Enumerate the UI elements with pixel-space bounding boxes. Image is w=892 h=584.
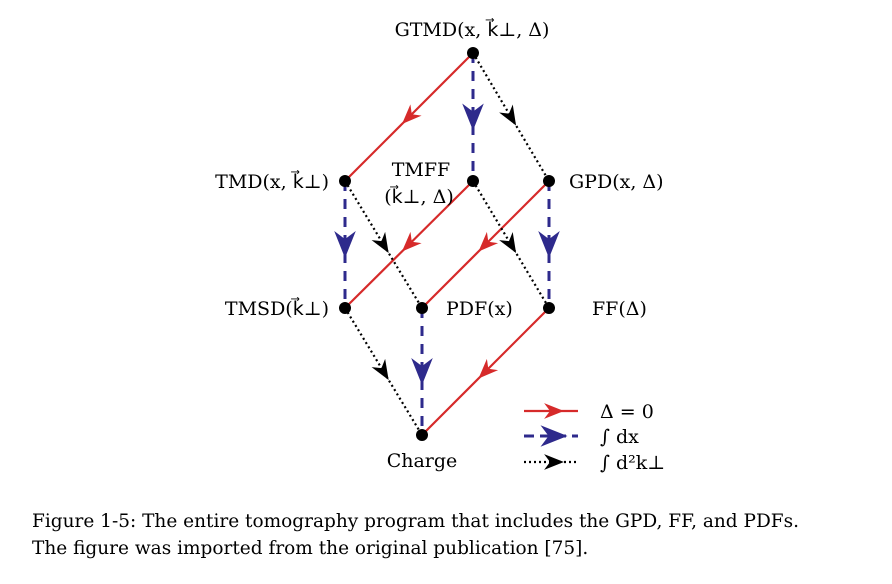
legend-label-integral-d2k: ∫ d²k⊥: [600, 452, 665, 474]
legend-label-integral-dx: ∫ dx: [600, 426, 639, 448]
node-tmsd: [339, 302, 351, 314]
figure-caption: Figure 1-5: The entire tomography progra…: [32, 508, 872, 562]
label-ff: FF(Δ): [592, 298, 647, 320]
label-pdf: PDF(x): [446, 298, 513, 320]
edge-tmsd-charge: [344, 307, 423, 436]
legend-label-delta-zero: Δ = 0: [600, 401, 654, 423]
label-gpd: GPD(x, Δ): [569, 171, 664, 193]
edge-gpd-pdf: [421, 180, 550, 309]
label-charge: Charge: [387, 450, 458, 472]
node-pdf: [416, 302, 428, 314]
integral-dx-edges: [334, 53, 560, 435]
edge-gtmd-gpd: [472, 52, 550, 182]
tomography-diagram: GTMD(x, k⃗⊥, Δ) TMD(x, k⃗⊥) TMFF (k⃗⊥, Δ…: [215, 18, 665, 474]
node-tmd: [339, 175, 351, 187]
legend-item-integral-dx: ∫ dx: [524, 425, 639, 448]
caption-line-2: The figure was imported from the origina…: [32, 538, 589, 559]
label-gtmd: GTMD(x, k⃗⊥, Δ): [395, 18, 550, 41]
node-tmff: [467, 175, 479, 187]
legend: Δ = 0 ∫ dx ∫ d²k⊥: [524, 401, 665, 474]
label-tmsd: TMSD(k⃗⊥): [225, 297, 329, 320]
integral-d2k-edges: [344, 52, 550, 436]
node-ff: [543, 302, 555, 314]
node-gtmd: [467, 47, 479, 59]
label-tmd: TMD(x, k⃗⊥): [215, 170, 329, 193]
edge-tmff-tmsd: [344, 180, 474, 309]
legend-item-integral-d2k: ∫ d²k⊥: [524, 452, 665, 474]
nodes: [339, 47, 555, 441]
legend-item-delta-zero: Δ = 0: [524, 401, 654, 423]
edge-ff-charge: [421, 307, 550, 436]
label-tmff-line1: TMFF: [392, 159, 451, 181]
caption-line-1: Figure 1-5: The entire tomography progra…: [32, 511, 800, 532]
node-gpd: [543, 175, 555, 187]
label-tmff-line2: (k⃗⊥, Δ): [384, 185, 454, 208]
delta-zero-edges: [344, 52, 550, 436]
node-charge: [416, 429, 428, 441]
edge-gtmd-tmd: [344, 52, 474, 182]
